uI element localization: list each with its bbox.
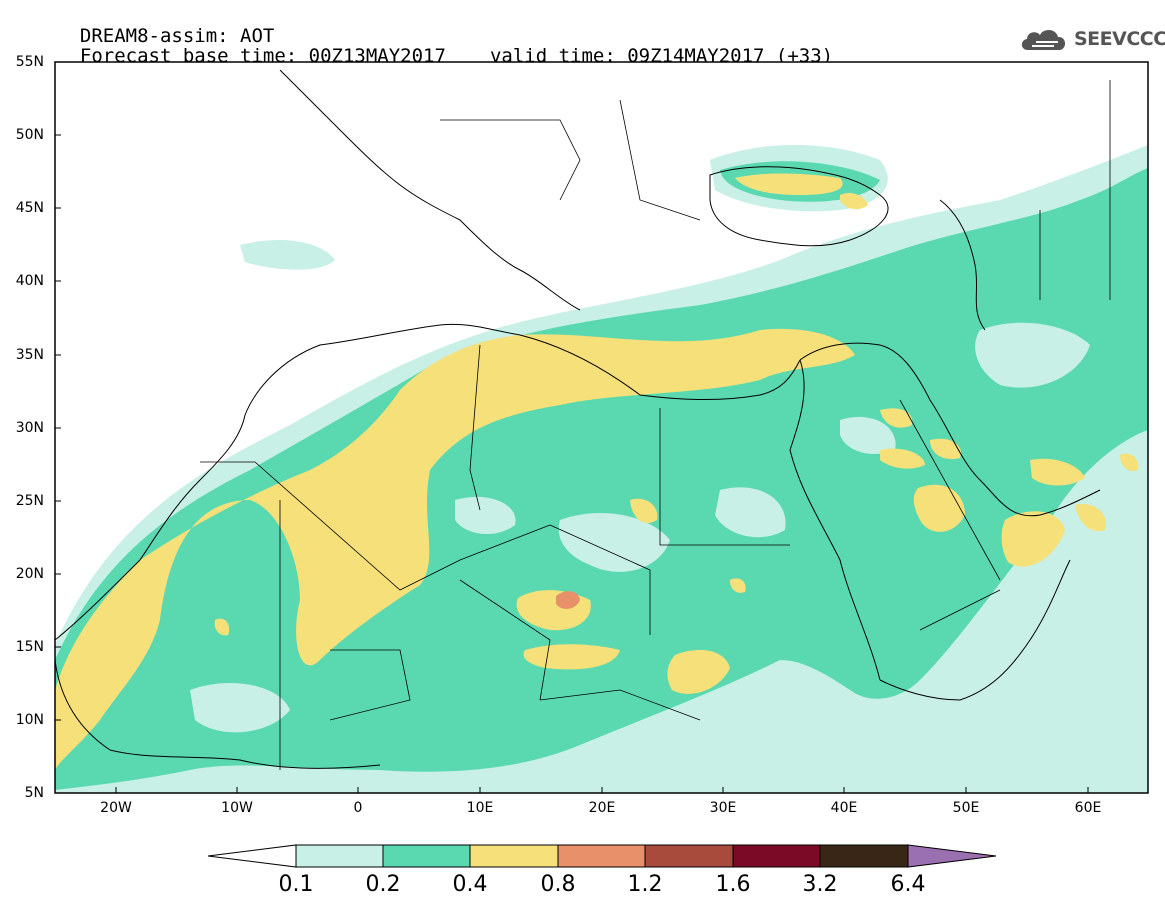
lat-label: 25N (15, 493, 44, 509)
colorbar-bin (382, 844, 471, 868)
lat-label: 30N (15, 420, 44, 436)
model-title: DREAM8-assim: AOT (79, 25, 275, 47)
lat-label: 35N (15, 347, 44, 363)
lon-label: 20E (588, 800, 616, 816)
colorbar-label: 0.4 (452, 872, 488, 897)
lat-label: 20N (15, 566, 44, 582)
colorbar-below-arrow (207, 844, 297, 868)
logo-text: SEEVCCC (1074, 28, 1165, 50)
lon-label: 40E (830, 800, 858, 816)
lat-label: 5N (24, 785, 44, 801)
lon-label: 0 (353, 800, 363, 816)
lon-label: 10W (221, 800, 253, 816)
valid-time: valid time: 09Z14MAY2017 (+33) (489, 45, 834, 67)
colorbar-above-arrow (907, 844, 997, 868)
aot-band-0.1-patches (190, 322, 1090, 773)
lat-label: 50N (15, 127, 44, 143)
colorbar-label: 1.2 (627, 872, 663, 897)
aot-band-0.8 (556, 591, 580, 609)
lon-label: 50E (952, 800, 980, 816)
aot-band-0.4 (55, 173, 1139, 770)
colorbar-bin (819, 844, 909, 868)
axis-ticks (55, 61, 1089, 793)
map-title: DREAM8-assim: AOT (57, 6, 274, 46)
lon-label: 30E (709, 800, 737, 816)
base-time: Forecast base time: 00Z13MAY2017 (79, 45, 446, 67)
lat-label: 45N (15, 200, 44, 216)
colorbar-bin (295, 844, 384, 868)
colorbar-label: 6.4 (890, 872, 926, 897)
colorbar-label: 0.2 (365, 872, 401, 897)
colorbar-label: 0.1 (278, 872, 314, 897)
cloud-logo-icon (1021, 29, 1066, 50)
lat-label: 10N (15, 712, 44, 728)
lon-label: 10E (466, 800, 494, 816)
lat-label: 40N (15, 273, 44, 289)
colorbar-label: 3.2 (802, 872, 838, 897)
colorbar-label: 1.6 (715, 872, 751, 897)
colorbar-bin (732, 844, 821, 868)
colorbar-label: 0.8 (540, 872, 576, 897)
lon-label: 60E (1074, 800, 1102, 816)
lon-label: 20W (100, 800, 132, 816)
lat-label: 15N (15, 639, 44, 655)
seevccc-logo: SEEVCCC (1018, 22, 1165, 56)
country-borders (200, 80, 1111, 770)
time-info: Forecast base time: 00Z13MAY2017 valid ti… (57, 26, 833, 66)
coastlines (55, 69, 1101, 769)
colorbar-bin (469, 844, 559, 868)
lat-label: 55N (15, 54, 44, 70)
colorbar-bin (557, 844, 646, 868)
colorbar-bin (644, 844, 734, 868)
